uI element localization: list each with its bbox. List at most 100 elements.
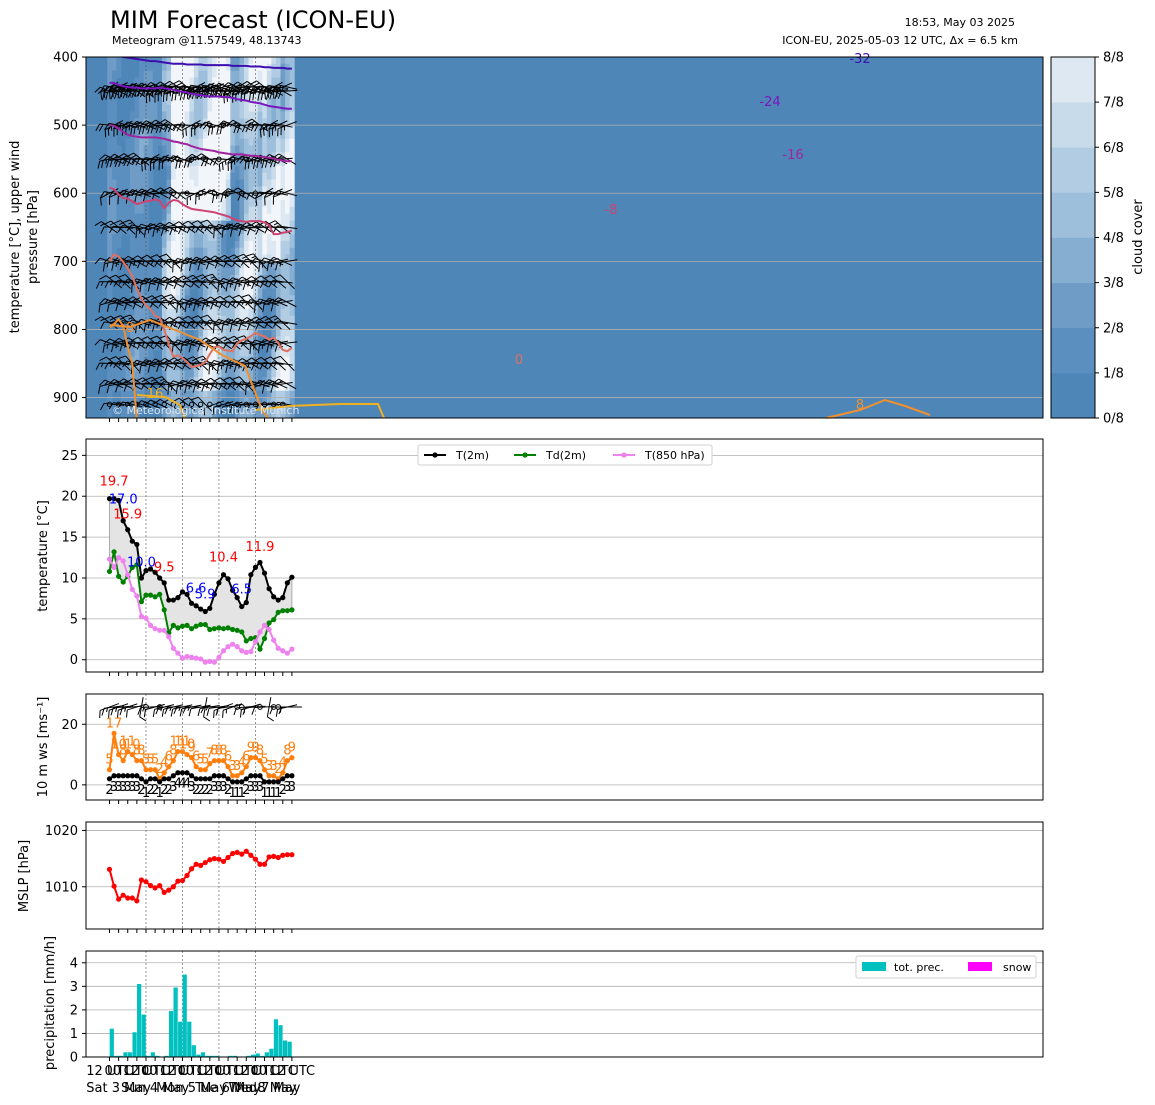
cloud-cell bbox=[234, 363, 240, 371]
cloud-cell bbox=[271, 220, 277, 228]
cloud-cell bbox=[193, 370, 199, 378]
cloud-cell bbox=[139, 145, 145, 153]
cloud-cell bbox=[234, 315, 240, 324]
cloud-cell bbox=[166, 97, 172, 106]
cloud-cell bbox=[221, 343, 227, 351]
precip-bar bbox=[210, 1055, 215, 1057]
wind-barb bbox=[94, 339, 120, 347]
cloud-cell bbox=[275, 186, 281, 194]
wind-barb bbox=[145, 341, 170, 349]
cloud-cell bbox=[239, 159, 245, 167]
cloud-cell bbox=[248, 125, 254, 133]
x-tick-label: 12 UTC bbox=[269, 1064, 315, 1079]
cloud-cell bbox=[161, 206, 167, 215]
cloud-cell bbox=[193, 247, 199, 256]
cloud-cell bbox=[171, 322, 177, 330]
cloud-cell bbox=[193, 145, 199, 153]
cloud-cell bbox=[257, 206, 263, 215]
cloud-cell bbox=[202, 322, 209, 330]
calm-wind-marker bbox=[243, 156, 250, 162]
cloud-cell bbox=[198, 200, 204, 208]
cloud-cell bbox=[189, 84, 195, 92]
cloud-cell bbox=[212, 213, 218, 221]
isotherm-line bbox=[109, 81, 292, 110]
cloud-cell bbox=[212, 288, 218, 296]
precip-bar bbox=[246, 1055, 251, 1057]
cloud-cell bbox=[275, 240, 281, 249]
cloud-cell bbox=[212, 315, 218, 324]
cloud-cell bbox=[207, 315, 213, 324]
legend-marker bbox=[621, 452, 627, 458]
cloud-cell bbox=[212, 165, 218, 174]
cloud-cell bbox=[171, 97, 177, 106]
cloud-cell bbox=[230, 77, 236, 85]
x-tick-label: 12 UTC bbox=[159, 1064, 205, 1079]
gust-value-label: 8 bbox=[215, 744, 223, 759]
wind-barb bbox=[190, 315, 213, 330]
cloud-cell bbox=[212, 200, 218, 208]
wind-barb bbox=[182, 706, 207, 714]
gust-point bbox=[152, 767, 158, 773]
mslp-point bbox=[248, 852, 254, 858]
series-point bbox=[252, 639, 259, 645]
cloud-cell bbox=[207, 288, 213, 296]
mslp-point bbox=[147, 883, 154, 889]
wind-barb bbox=[263, 379, 288, 389]
cloud-cell bbox=[130, 302, 136, 310]
gust-value-label: 9 bbox=[251, 741, 259, 756]
series-point bbox=[211, 626, 217, 632]
x-tick-label: 12 UTC bbox=[232, 1064, 278, 1079]
precip-bar bbox=[278, 1025, 283, 1057]
cloud-cell bbox=[134, 206, 140, 215]
cloud-cell bbox=[216, 152, 222, 160]
cloud-cell bbox=[166, 206, 172, 215]
cloud-cell bbox=[175, 131, 181, 140]
cloud-cell bbox=[171, 383, 177, 392]
cloud-cell bbox=[130, 240, 136, 249]
cloud-cell bbox=[184, 186, 190, 194]
cloud-cell bbox=[275, 91, 281, 99]
cloud-cell bbox=[198, 329, 204, 337]
mean-wind-point bbox=[257, 773, 263, 779]
series-point bbox=[207, 626, 213, 633]
cloud-cell bbox=[230, 281, 236, 290]
cloud-cell bbox=[198, 97, 204, 106]
cloud-cell bbox=[253, 309, 259, 317]
cloud-cell bbox=[134, 234, 140, 242]
cloud-cell bbox=[111, 111, 117, 119]
cloud-cell bbox=[285, 125, 291, 133]
y-tick-label: 2 bbox=[70, 1003, 78, 1018]
wind-barb bbox=[259, 123, 284, 131]
cloud-cell bbox=[193, 152, 199, 160]
cloud-cell bbox=[239, 343, 245, 351]
cloud-cell bbox=[161, 274, 167, 283]
mslp-point bbox=[120, 892, 126, 898]
cloud-cell bbox=[266, 165, 272, 174]
series-point bbox=[188, 626, 195, 632]
cloud-cell bbox=[202, 363, 209, 371]
cloud-cell bbox=[202, 254, 209, 262]
wind-barb bbox=[163, 294, 185, 311]
cloud-cell bbox=[230, 309, 236, 317]
cloud-cell bbox=[193, 125, 199, 133]
cloud-cell bbox=[111, 118, 117, 126]
cloud-cell bbox=[244, 329, 250, 337]
cloud-cell bbox=[225, 288, 231, 296]
series-point bbox=[266, 626, 272, 633]
cloud-cell bbox=[125, 329, 131, 337]
cloud-cell bbox=[120, 397, 126, 405]
mslp-point bbox=[161, 889, 167, 895]
cloud-cell bbox=[212, 138, 218, 147]
cloud-cell bbox=[166, 57, 172, 65]
cloud-cell bbox=[175, 383, 181, 392]
wind-barb bbox=[231, 222, 256, 232]
cloud-cell bbox=[239, 370, 245, 378]
cloud-cell bbox=[198, 179, 204, 187]
mean-wind-point bbox=[138, 776, 145, 782]
cloud-cell bbox=[253, 111, 259, 119]
cloud-cell bbox=[148, 77, 154, 85]
cloud-cell bbox=[148, 131, 154, 140]
cloud-cell bbox=[248, 70, 254, 78]
cloud-cell bbox=[202, 240, 209, 249]
wind-barb bbox=[191, 396, 213, 412]
